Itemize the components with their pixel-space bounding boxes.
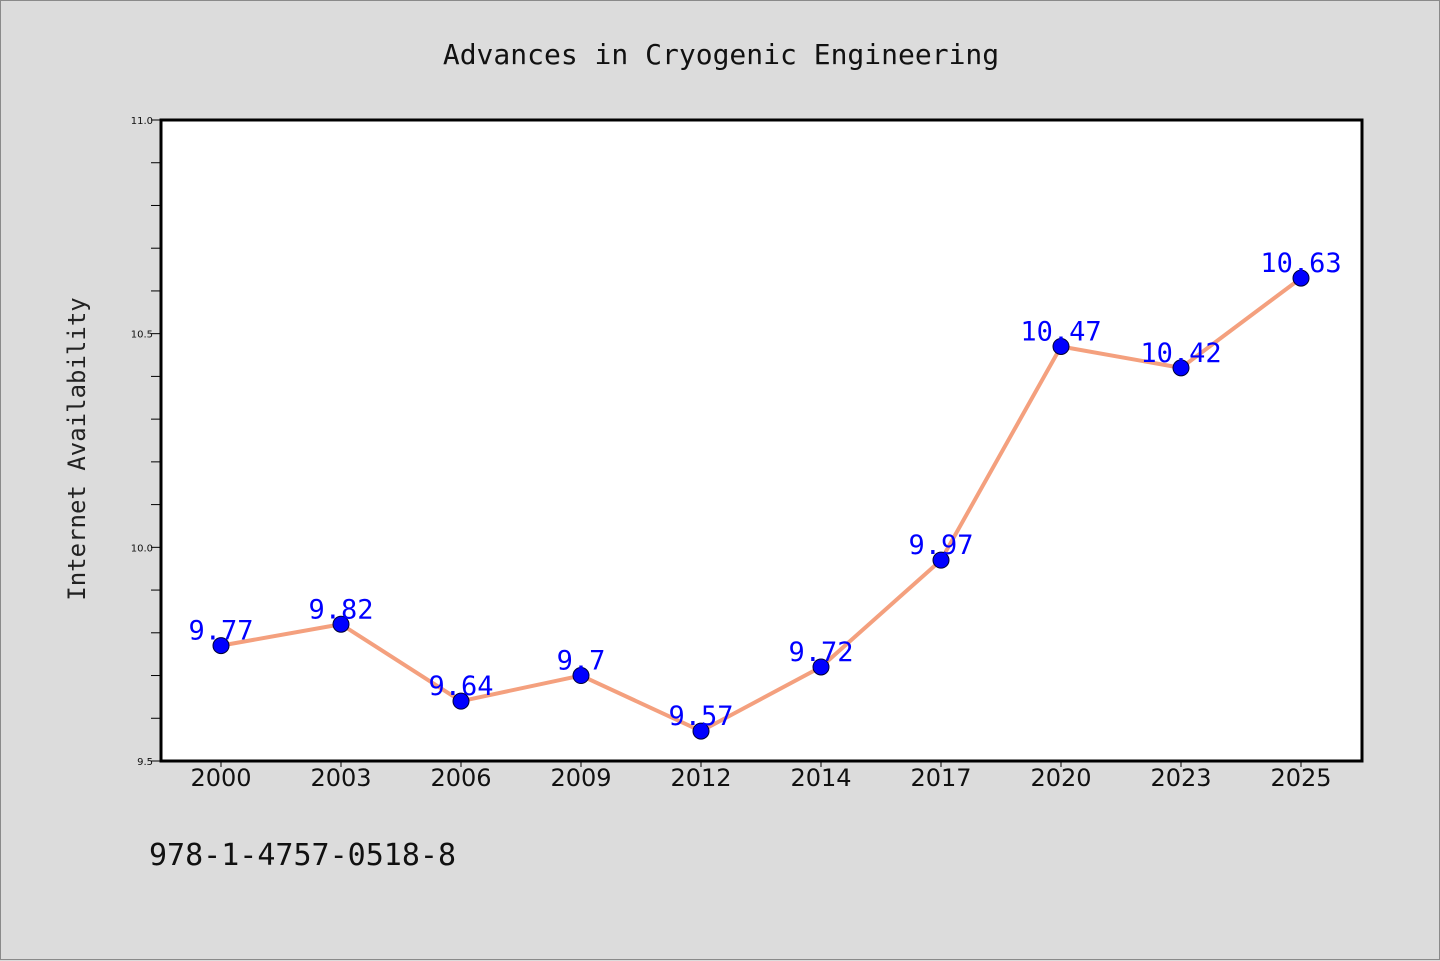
x-tick-label: 2014 bbox=[790, 764, 851, 792]
data-point bbox=[332, 615, 350, 633]
plot-area bbox=[159, 118, 1364, 763]
data-point bbox=[1052, 337, 1070, 355]
x-tick-label: 2025 bbox=[1270, 764, 1331, 792]
y-axis-label: Internet Availability bbox=[63, 297, 91, 600]
y-tick-label: 10.0 bbox=[131, 543, 153, 554]
data-point bbox=[932, 551, 950, 569]
y-axis-ticks: 9.5 10.0 10.5 11.0 bbox=[131, 116, 161, 768]
series: 9.77 9.82 9.64 9.7 9.57 9.72 9.97 10.47 10.42 10.… bbox=[188, 248, 1342, 740]
data-label: 9.57 bbox=[668, 701, 733, 732]
y-tick-label: 11.0 bbox=[131, 116, 153, 127]
isbn-text: 978-1-4757-0518-8 bbox=[149, 838, 456, 873]
x-tick-label: 2023 bbox=[1150, 764, 1211, 792]
x-tick-label: 2006 bbox=[430, 764, 491, 792]
y-tick-label: 9.5 bbox=[137, 757, 153, 768]
x-tick-label: 2003 bbox=[310, 764, 371, 792]
data-label: 9.64 bbox=[428, 671, 493, 702]
data-point bbox=[452, 692, 470, 710]
data-label: 10.47 bbox=[1020, 316, 1101, 347]
x-tick-label: 2012 bbox=[670, 764, 731, 792]
data-point bbox=[1172, 359, 1190, 377]
x-tick-label: 2009 bbox=[550, 764, 611, 792]
data-point bbox=[212, 637, 230, 655]
data-label: 9.7 bbox=[557, 646, 606, 677]
data-point bbox=[692, 722, 710, 740]
data-label: 9.82 bbox=[308, 594, 373, 625]
data-label: 9.72 bbox=[788, 637, 853, 668]
data-point bbox=[572, 667, 590, 685]
data-point bbox=[812, 658, 830, 676]
x-tick-label: 2000 bbox=[190, 764, 251, 792]
data-point bbox=[1292, 269, 1310, 287]
data-label: 10.42 bbox=[1140, 338, 1221, 369]
data-label: 9.77 bbox=[188, 616, 253, 647]
data-label: 10.63 bbox=[1260, 248, 1341, 279]
chart-title: Advances in Cryogenic Engineering bbox=[443, 38, 999, 71]
x-tick-label: 2020 bbox=[1030, 764, 1091, 792]
series-line bbox=[220, 276, 1303, 734]
x-tick-label: 2017 bbox=[910, 764, 971, 792]
y-tick-label: 10.5 bbox=[131, 330, 153, 341]
data-label: 9.97 bbox=[908, 530, 973, 561]
x-axis-ticks: 2000 2003 2006 2009 2012 2014 2017 2020 2023 2025 bbox=[190, 761, 1332, 792]
